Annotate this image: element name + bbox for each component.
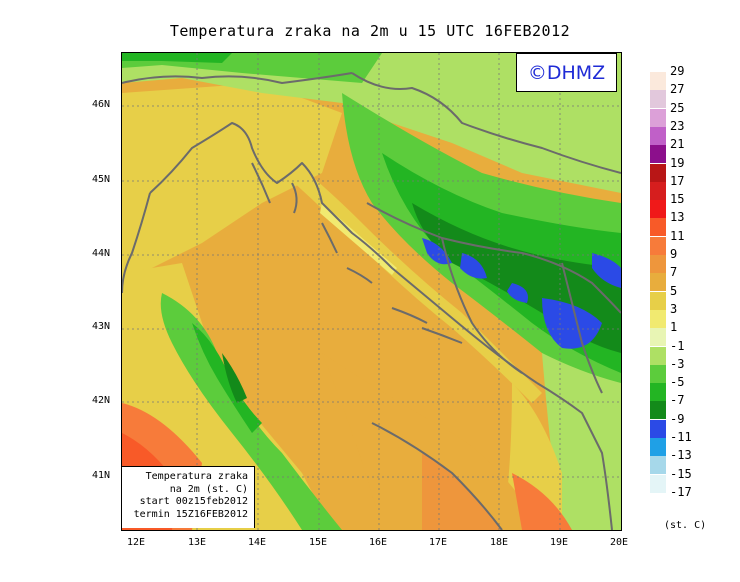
- legend-swatch: [650, 108, 666, 127]
- legend-label: 3: [670, 301, 678, 316]
- legend-label: -11: [670, 430, 692, 444]
- legend-swatch: [650, 236, 666, 255]
- legend-swatch: [650, 474, 666, 493]
- legend-swatch: [650, 200, 666, 219]
- lon-tick-14e: 14E: [247, 537, 267, 548]
- lat-tick-46n: 46N: [92, 99, 111, 110]
- lon-tick-19e: 19E: [549, 537, 569, 548]
- legend-label: 23: [670, 118, 685, 133]
- legend-swatch: [650, 273, 666, 292]
- legend-swatch: [650, 401, 666, 420]
- temperature-field: [122, 53, 621, 530]
- legend-label: -1: [670, 338, 685, 353]
- lon-tick-18e: 18E: [489, 537, 509, 548]
- legend-swatch: [650, 291, 666, 310]
- lon-tick-15e: 15E: [308, 537, 328, 548]
- info-line-4: termin 15Z16FEB2012: [133, 508, 248, 520]
- lon-tick-17e: 17E: [428, 537, 448, 548]
- legend-label: -9: [670, 411, 685, 426]
- legend-label: -5: [670, 375, 685, 390]
- legend-label: 21: [670, 137, 685, 152]
- legend-label: -15: [670, 466, 692, 481]
- lon-tick-20e: 20E: [609, 537, 629, 548]
- legend-label: -13: [670, 448, 692, 463]
- legend-swatch: [650, 145, 666, 164]
- legend-label: 15: [670, 192, 685, 207]
- legend-swatch: [650, 255, 666, 273]
- legend-label: 11: [670, 228, 685, 243]
- legend-label: -3: [670, 356, 685, 371]
- lon-tick-13e: 13E: [187, 537, 207, 548]
- legend-swatch: [650, 438, 666, 456]
- legend-swatch: [650, 163, 666, 182]
- lat-tick-45n: 45N: [92, 174, 111, 185]
- legend-swatch: [650, 72, 666, 90]
- legend-swatch: [650, 90, 666, 109]
- legend-label: 27: [670, 82, 685, 97]
- dhmz-logo: ©DHMZ: [516, 53, 617, 92]
- legend-label: 17: [670, 173, 685, 188]
- legend-label: 25: [670, 100, 685, 115]
- legend-swatch: [650, 218, 666, 237]
- map-title: Temperatura zraka na 2m u 15 UTC 16FEB20…: [169, 22, 571, 40]
- lat-tick-44n: 44N: [92, 248, 111, 259]
- info-line-3: start 00z15feb2012: [139, 496, 248, 507]
- legend-swatch: [650, 364, 666, 383]
- legend-swatch: [650, 456, 666, 475]
- legend-label: 19: [670, 155, 685, 170]
- legend-swatch: [650, 328, 666, 347]
- legend-label: 5: [670, 283, 678, 298]
- lon-tick-16e: 16E: [368, 537, 388, 548]
- legend-swatch: [650, 419, 666, 438]
- legend-swatch: [650, 126, 666, 145]
- lat-tick-43n: 43N: [92, 321, 111, 332]
- lat-tick-41n: 41N: [92, 470, 111, 481]
- info-line-2: na 2m (st. C): [169, 483, 248, 495]
- legend-swatch: [650, 309, 666, 328]
- lat-tick-42n: 42N: [92, 395, 111, 406]
- legend-label: 9: [670, 247, 678, 261]
- legend-label: -7: [670, 393, 685, 408]
- legend-label: 13: [670, 210, 685, 225]
- temperature-map: [121, 52, 622, 531]
- legend-label: -17: [670, 484, 692, 499]
- info-box: Temperatura zraka na 2m (st. C) start 00…: [122, 466, 255, 528]
- legend-label: 7: [670, 265, 678, 280]
- legend-swatch: [650, 383, 666, 402]
- legend-unit: (st. C): [664, 520, 707, 531]
- legend-label: 1: [670, 320, 678, 335]
- legend-label: 29: [670, 64, 685, 78]
- legend-swatch: [650, 181, 666, 200]
- legend-swatch: [650, 346, 666, 365]
- info-line-1: Temperatura zraka: [145, 471, 248, 482]
- lon-tick-12e: 12E: [126, 537, 146, 548]
